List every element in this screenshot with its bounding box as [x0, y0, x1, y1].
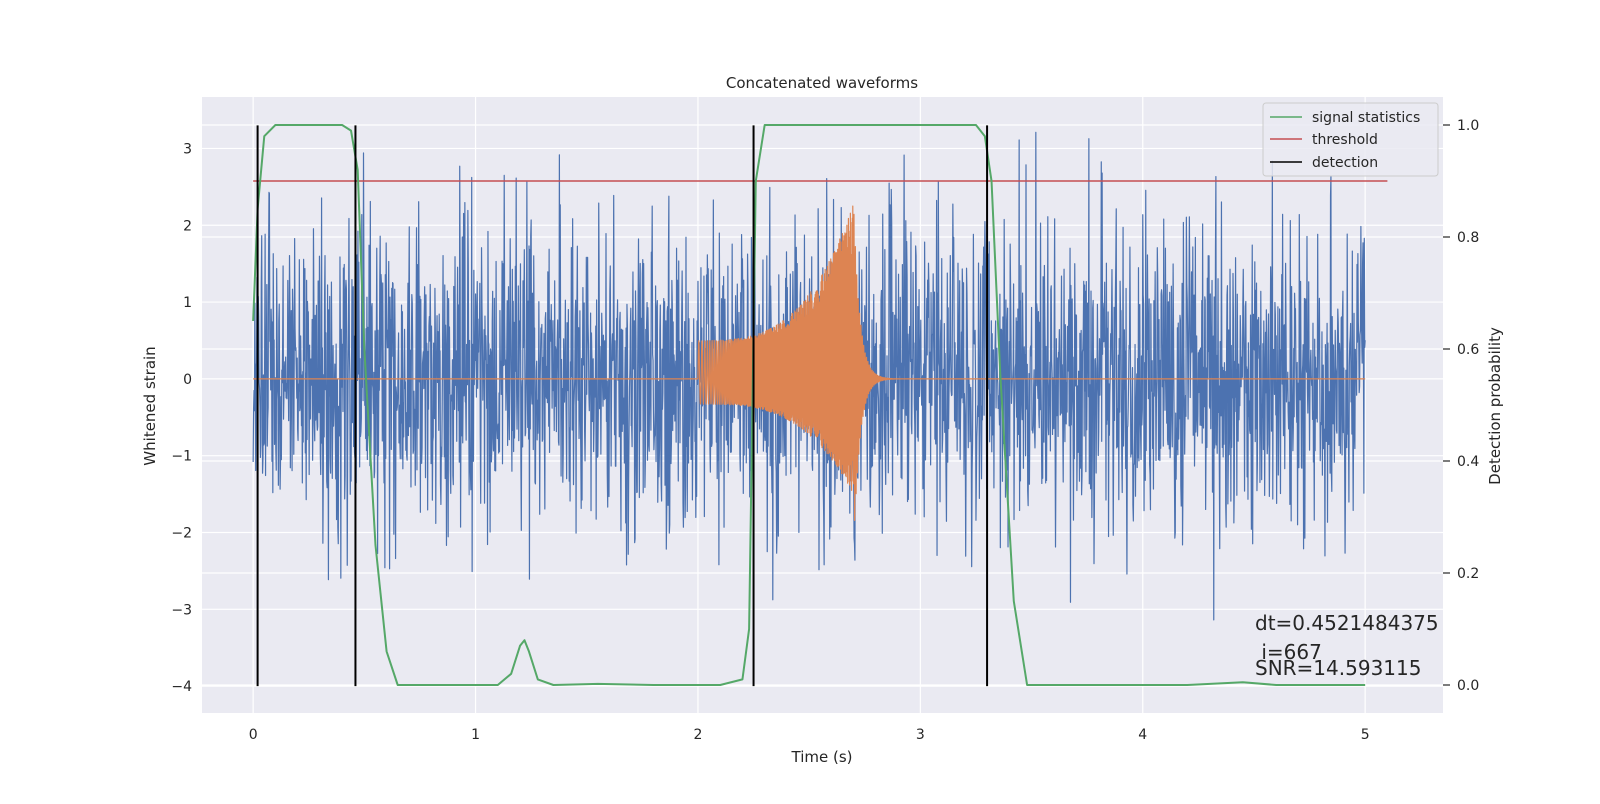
y-tick-label: 3: [183, 141, 192, 157]
x-tick-label: 3: [916, 727, 925, 743]
y2-ticks: 1.0 0.8 0.6 0.4 0.2 0.0: [1443, 118, 1479, 694]
chart-title: Concatenated waveforms: [726, 74, 918, 92]
x-tick-label: 2: [693, 727, 702, 743]
template-series: [253, 205, 1366, 521]
legend: signal statistics threshold detection: [1262, 102, 1439, 177]
y-ticks: 3 2 1 0 −1 −2 −3 −4: [171, 141, 192, 695]
legend-box: [1262, 102, 1439, 177]
y-tick-label: −2: [171, 526, 192, 542]
y2-tick-label: 0.0: [1457, 678, 1479, 694]
annotation-i: i=667: [1255, 640, 1322, 664]
y-tick-label: 0: [183, 372, 192, 388]
y-tick-label: −1: [171, 449, 192, 465]
x-ticks: 0 1 2 3 4 5: [249, 727, 1370, 743]
signal-statistics-line: [252, 124, 1366, 686]
x-tick-label: 4: [1138, 727, 1147, 743]
y2-tick-label: 0.4: [1457, 454, 1479, 470]
y-tick-label: −3: [171, 602, 192, 618]
legend-label-threshold: threshold: [1312, 132, 1378, 148]
y-tick-label: 2: [183, 218, 192, 234]
x-tick-label: 0: [249, 727, 258, 743]
y-axis-label: Whitened strain: [141, 346, 159, 465]
legend-label-detection: detection: [1312, 155, 1378, 171]
y2-axis-label: Detection probability: [1486, 327, 1504, 485]
y-tick-label: 1: [183, 295, 192, 311]
y2-tick-label: 0.8: [1457, 230, 1479, 246]
annotation-snr: SNR=14.593115: [1255, 656, 1421, 680]
y-tick-label: −4: [171, 679, 192, 695]
plot-lines: [252, 124, 1388, 687]
annotation-dt: dt=0.4521484375: [1255, 611, 1439, 635]
y2-tick-label: 0.6: [1457, 342, 1479, 358]
x-tick-label: 5: [1361, 727, 1370, 743]
x-axis-label: Time (s): [791, 748, 853, 766]
y2-tick-label: 0.2: [1457, 566, 1479, 582]
legend-label-signal-statistics: signal statistics: [1312, 110, 1420, 126]
y2-tick-label: 1.0: [1457, 118, 1479, 134]
x-tick-label: 1: [471, 727, 480, 743]
